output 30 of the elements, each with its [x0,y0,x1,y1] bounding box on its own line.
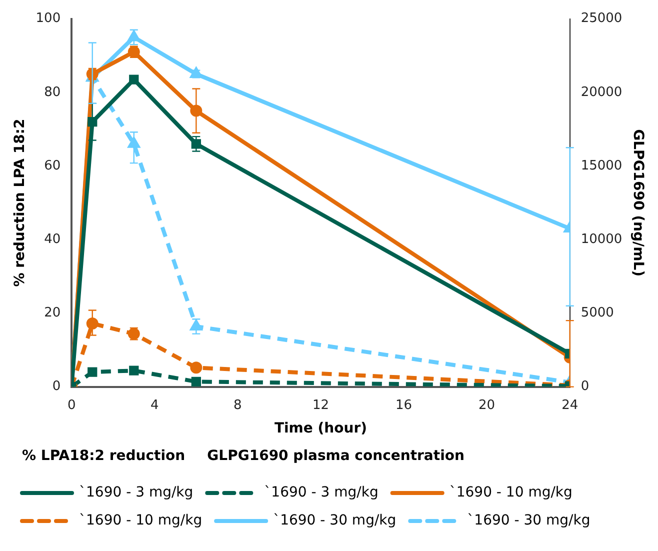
x-tick-label: 24 [562,398,578,413]
legend-label: `1690 - 30 mg/kg [273,512,396,529]
y2-tick-label: 25000 [580,11,622,26]
x-tick-label: 4 [150,398,159,413]
x-axis-title: Time (hour) [274,420,368,436]
y2-tick-label: 5000 [580,306,614,321]
y-tick-label: 0 [52,379,61,394]
text: % LPA18:2 reduction [22,448,186,464]
y-tick-label: 20 [44,306,61,321]
y-tick-label: 80 [44,84,61,100]
y2-tick-label: 0 [580,379,590,394]
x-tick-label: 0 [67,398,76,413]
y-tick-label: 100 [36,11,61,26]
y-axis-title: % reduction LPA 18:2 [12,118,28,287]
x-tick-label: 12 [312,398,329,413]
x-tick-label: 16 [395,398,412,413]
legend-label: `1690 - 10 mg/kg [449,484,572,501]
y2-tick-label: 20000 [580,84,622,100]
y2-tick-label: 15000 [580,158,622,174]
legend-label: `1690 - 30 mg/kg [467,512,590,529]
y2-tick-label: 10000 [580,232,622,247]
text: GLPG1690 plasma concentration [207,448,464,464]
legend-label: `1690 - 3 mg/kg [79,484,194,501]
y2-axis-title: GLPG1690 (ng/mL) [630,129,646,277]
x-tick-label: 8 [234,398,242,413]
legend-label: `1690 - 10 mg/kg [79,512,202,529]
legend-label: `1690 - 3 mg/kg [264,484,378,501]
x-tick-label: 20 [478,398,496,413]
y-tick-label: 60 [44,158,61,174]
y-tick-label: 40 [44,232,61,247]
